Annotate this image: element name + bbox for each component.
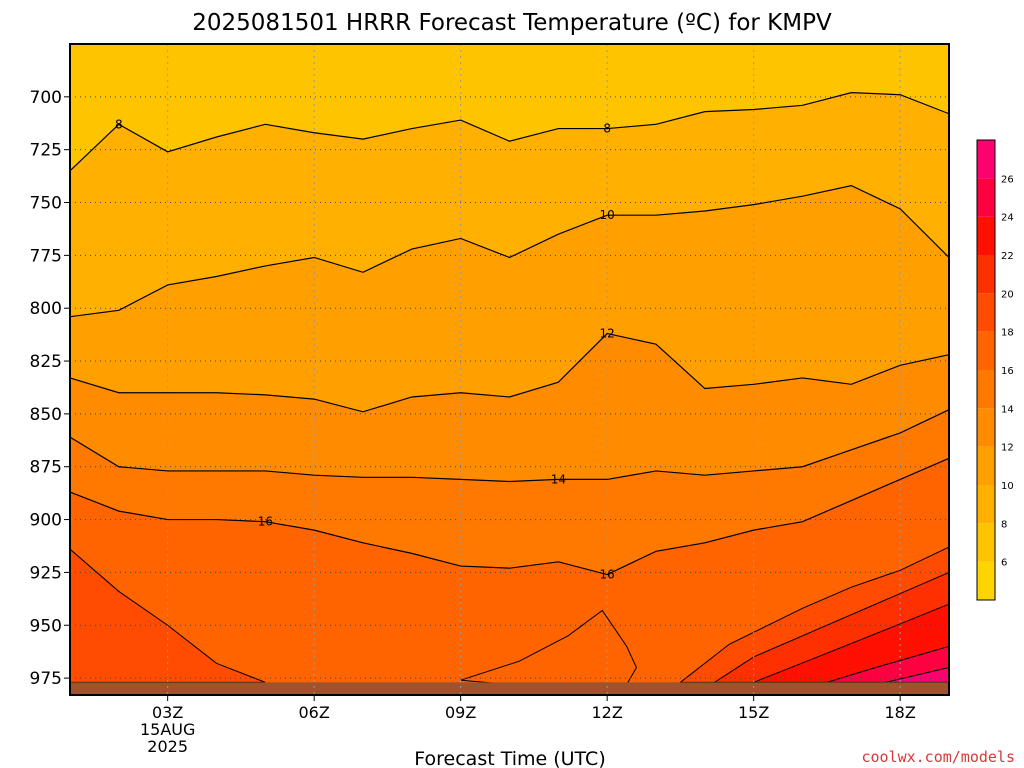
colorbar-swatch — [977, 370, 995, 409]
colorbar-tick-label: 8 — [1001, 519, 1007, 530]
band-fill — [70, 548, 266, 683]
y-tick-label: 875 — [30, 458, 62, 478]
colorbar-tick-label: 18 — [1001, 328, 1014, 339]
isotherm-14 — [69, 409, 950, 483]
colorbar-swatch — [977, 408, 995, 447]
colorbar-swatch — [977, 331, 995, 370]
y-tick-label: 850 — [30, 405, 62, 425]
y-tick-label: 800 — [30, 299, 62, 319]
colorbar-swatch — [977, 216, 995, 255]
x-year-label: 2025 — [147, 737, 188, 756]
colorbar-swatch — [977, 561, 995, 600]
x-tick-label: 18Z — [885, 703, 916, 722]
colorbar-tick-label: 16 — [1001, 366, 1014, 377]
x-tick-label: 06Z — [299, 703, 330, 722]
colorbar-tick-label: 26 — [1001, 174, 1014, 185]
y-tick-label: 700 — [30, 88, 62, 108]
isotherm-label: 16 — [258, 515, 273, 529]
ground-strip — [70, 682, 949, 695]
colorbar-swatch — [977, 140, 995, 179]
colorbar-tick-label: 24 — [1001, 213, 1014, 224]
band-fill — [885, 667, 949, 683]
colorbar-swatch — [977, 485, 995, 524]
grid-lines — [70, 44, 949, 695]
colorbar-swatch — [977, 446, 995, 485]
isotherm-12 — [69, 332, 950, 413]
isotherm-label: 12 — [600, 327, 615, 341]
isotherm-label: 16 — [600, 568, 615, 582]
x-tick-label: 12Z — [592, 703, 623, 722]
plot-area — [70, 44, 949, 695]
y-tick-label: 750 — [30, 194, 62, 214]
isotherm-lines — [69, 92, 950, 576]
colorbar-frame — [976, 139, 996, 601]
y-tick-label: 950 — [30, 616, 62, 636]
x-tick-label: 03Z — [152, 703, 183, 722]
isotherm-label: 8 — [603, 122, 611, 136]
colorbar-tick-label: 10 — [1001, 481, 1014, 492]
chart-title: 2025081501 HRRR Forecast Temperature (ºC… — [192, 10, 832, 36]
plot-frame — [69, 43, 950, 696]
isotherm-label: 10 — [600, 208, 615, 222]
colorbar-tick-label: 6 — [1001, 558, 1007, 569]
colorbar-tick-label: 22 — [1001, 251, 1014, 262]
y-tick-label: 975 — [30, 669, 62, 689]
isotherm-16 — [69, 457, 950, 576]
y-tick-label: 725 — [30, 141, 62, 161]
y-tick-label: 925 — [30, 563, 62, 583]
isotherm-label: 14 — [551, 472, 566, 486]
colorbar-swatch — [977, 255, 995, 294]
colorbar-swatch — [977, 178, 995, 217]
isotherm-label: 8 — [115, 117, 123, 131]
isotherm-10 — [69, 184, 950, 318]
y-axis: 700 725 750 775 800 825 850 875 900 925 950 975 — [30, 88, 70, 689]
y-tick-label: 775 — [30, 246, 62, 266]
x-date-label: 15AUG — [140, 720, 195, 739]
colorbar: 6 8 10 12 14 16 18 20 22 24 26 — [976, 139, 1014, 601]
colorbar-tick-label: 20 — [1001, 289, 1014, 300]
colorbar-tick-label: 12 — [1001, 443, 1014, 454]
x-axis-label: Forecast Time (UTC) — [414, 748, 605, 768]
isotherm-labels: 8 8 10 12 14 16 16 — [115, 117, 615, 581]
isotherm-8 — [69, 92, 950, 172]
y-tick-label: 900 — [30, 511, 62, 531]
y-tick-label: 825 — [30, 352, 62, 372]
credit-text: coolwx.com/models — [861, 748, 1015, 766]
colorbar-tick-label: 14 — [1001, 404, 1014, 415]
x-tick-label: 09Z — [445, 703, 476, 722]
colorbar-swatch — [977, 293, 995, 332]
colorbar-swatch — [977, 523, 995, 562]
band-fill — [70, 458, 949, 695]
x-tick-label: 15Z — [738, 703, 769, 722]
